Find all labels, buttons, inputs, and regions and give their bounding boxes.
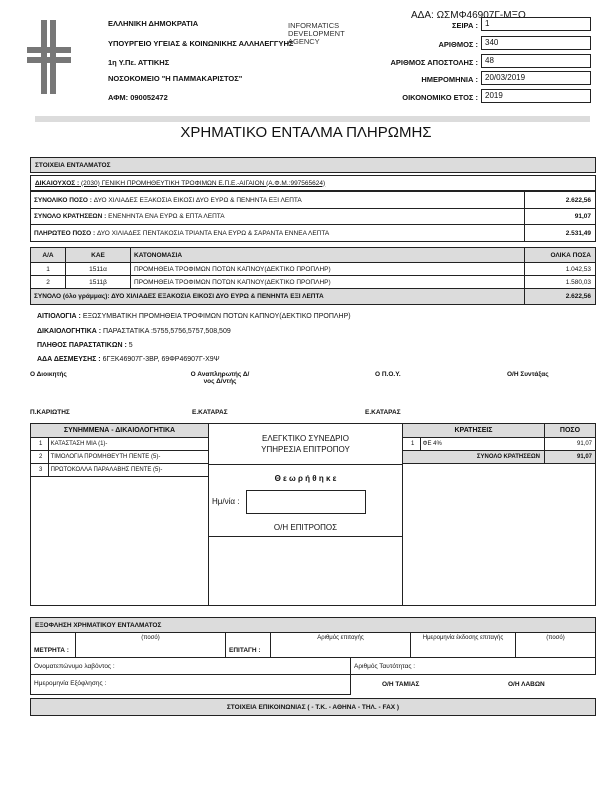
order-section-header: ΣΤΟΙΧΕΙΑ ΕΝΤΑΛΜΑΤΟΣ	[30, 157, 596, 173]
digital-signature-stamp: INFORMATICS DEVELOPMENT AGENCY	[288, 21, 345, 46]
total-row: ΣΥΝΟΛΙΚΟ ΠΟΣΟ : ΔΥΟ ΧΙΛΙΑΔΕΣ ΕΞΑΚΟΣΙΑ ΕΙ…	[30, 191, 596, 209]
divider	[35, 116, 590, 122]
fiscal-year-field: 2019	[481, 89, 591, 103]
attachment-item: 3 ΠΡΩΤΟΚΟΛΛΑ ΠΑΡΑΛΑΒΗΣ ΠΕΝΤΕ (5)-	[31, 464, 208, 477]
date-label: ΗΜΕΡΟΜΗΝΙΑ :	[421, 75, 478, 84]
dispatch-label: ΑΡΙΘΜΟΣ ΑΠΟΣΤΟΛΗΣ :	[390, 58, 478, 67]
table-row: 1 1511α ΠΡΟΜΗΘΕΙΑ ΤΡΟΦΙΜΩΝ ΠΟΤΩΝ ΚΑΠΝΟΥ(ΔΕ…	[30, 262, 596, 276]
cashier-signature: Ο/Η ΤΑΜΙΑΣ	[382, 681, 420, 688]
signer-2: Ε.ΚΑΤΑΡΑΣ	[192, 409, 228, 416]
audit-date-label: Ημ/νία :	[212, 497, 240, 506]
table-row: 2 1511β ΠΡΟΜΗΘΕΙΑ ΤΡΟΦΙΜΩΝ ΠΟΤΩΝ ΚΑΠΝΟΥ(ΔΕ…	[30, 275, 596, 289]
justification: ΑΙΤΙΟΛΟΓΙΑ : ΕΞΩΣΥΜΒΑΤΙΚΗ ΠΡΟΜΗΘΕΙΑ ΤΡΟΦ…	[37, 313, 351, 320]
receiver-signature: Ο/Η ΛΑΒΩΝ	[508, 681, 545, 688]
attachments-header: ΣΥΝΗΜΜΕΝΑ - ΔΙΚΑΙΟΛΟΓΗΤΙΚΑ	[31, 424, 208, 438]
attachment-item: 2 ΤΙΜΟΛΟΓΙΑ ΠΡΟΜΗΘΕΥΤΗ ΠΕΝΤΕ (5)-	[31, 451, 208, 464]
signer-1: Π.ΚΑΡΙΩΤΗΣ	[30, 409, 70, 416]
deductions-total-label: ΣΥΝΟΛΟ ΚΡΑΤΗΣΕΩΝ	[403, 451, 545, 464]
page-title: ΧΡΗΜΑΤΙΚΟ ΕΝΤΑΛΜΑ ΠΛΗΡΩΜΗΣ	[180, 124, 432, 141]
audit-officer: Ο/Η ΕΠΙΤΡΟΠΟΣ	[273, 523, 338, 532]
health-region: 1η Υ.Πε. ΑΤΤΙΚΗΣ	[108, 58, 170, 67]
tax-id: ΑΦΜ: 090052472	[108, 93, 168, 102]
contact-footer: ΣΤΟΙΧΕΙΑ ΕΠΙΚΟΙΝΩΝΙΑΣ ( - Τ.Κ. - ΑΘΗΝΑ -…	[30, 698, 596, 716]
beneficiary-row: ΔΙΚΑΙΟΥΧΟΣ : (2030) ΓΕΝΙΚΗ ΠΡΟΜΗΘΕΥΤΙΚΗ …	[30, 175, 596, 191]
signature-pou: Ο Π.Ο.Υ.	[375, 371, 401, 378]
number-label: ΑΡΙΘΜΟΣ :	[438, 40, 479, 49]
ada-code: ΑΔΑ: ΩΣΜΦ46907Γ-ΜΞΟ	[411, 10, 526, 21]
items-header: Α/Α ΚΑΕ ΚΑΤΟΝΟΜΑΣΙΑ ΟΛΙΚΑ ΠΟΣΑ	[30, 247, 596, 263]
documents-count: ΠΛΗΘΟΣ ΠΑΡΑΣΤΑΤΙΚΩΝ : 5	[37, 342, 133, 349]
signature-deputy: Ο Αναπληρωτής Δ/νος Δ/ντής	[190, 371, 250, 385]
attachments-audit-box	[30, 423, 596, 606]
deduction-amount: 91,07	[545, 438, 595, 451]
number-field: 340	[481, 36, 591, 50]
attachment-item: 1 ΚΑΤΑΣΤΑΣΗ ΜΙΑ (1)-	[31, 438, 208, 451]
dispatch-field: 48	[481, 54, 591, 68]
series-label: ΣΕΙΡΑ :	[451, 21, 478, 30]
signer-3: Ε.ΚΑΤΑΡΑΣ	[365, 409, 401, 416]
signature-author: Ο/Η Συντάξας	[507, 371, 549, 378]
series-field: 1	[481, 17, 591, 31]
payment-row: ΜΕΤΡΗΤΑ : (ποσό) ΕΠΙΤΑΓΗ : Αριθμός επιτα…	[30, 632, 596, 658]
deductions-row: ΣΥΝΟΛΟ ΚΡΑΤΗΣΕΩΝ : ΕΝΕΝΗΝΤΑ ΕΝΑ ΕΥΡΩ & Ε…	[30, 208, 596, 225]
receiver-row: Ονοματεπώνυμο λαβόντος : Αριθμός Ταυτότητ…	[30, 657, 596, 675]
documents: ΔΙΚΑΙΟΛΟΓΗΤΙΚΑ : ΠΑΡΑΣΤΑΤΙΚΑ :5755,5756,…	[37, 328, 231, 335]
hospital: ΝΟΣΟΚΟΜΕΙΟ "Η ΠΑΜΜΑΚΑΡΙΣΤΟΣ"	[108, 74, 243, 83]
audit-date-field[interactable]	[246, 490, 366, 514]
logo-cross-icon	[27, 20, 71, 94]
payment-header: ΕΞΟΦΛΗΣΗ ΧΡΗΜΑΤΙΚΟΥ ΕΝΤΑΛΜΑΤΟΣ	[30, 617, 596, 633]
deductions-header: ΚΡΑΤΗΣΕΙΣ	[403, 424, 545, 438]
fiscal-year-label: ΟΙΚΟΝΟΜΙΚΟ ΕΤΟΣ :	[402, 93, 478, 102]
deductions-amount-header: ΠΟΣΟ	[545, 424, 595, 438]
commitment-ada: ΑΔΑ ΔΕΣΜΕΥΣΗΣ : 6ΓΞΚ46907Γ-3ΒΡ, 69ΦΡ4690…	[37, 356, 220, 363]
ministry: ΥΠΟΥΡΓΕΙΟ ΥΓΕΙΑΣ & ΚΟΙΝΩΝΙΚΗΣ ΑΛΛΗΛΕΓΓΥΗ…	[108, 39, 294, 48]
items-total-row: ΣΥΝΟΛΟ (όλο γράμμας): ΔΥΟ ΧΙΛΙΑΔΕΣ ΕΞΑΚΟ…	[30, 288, 596, 305]
approved-label: Θ ε ω ρ ή θ η κ ε	[274, 474, 337, 483]
audit-title: ΕΛΕΓΚΤΙΚΟ ΣΥΝΕΔΡΙΟ ΥΠΗΡΕΣΙΑ ΕΠΙΤΡΟΠΟΥ	[261, 434, 350, 454]
deduction-item: 1 ΦΕ 4%	[403, 438, 545, 451]
country: ΕΛΛΗΝΙΚΗ ΔΗΜΟΚΡΑΤΙΑ	[108, 19, 199, 28]
deductions-total: 91,07	[545, 451, 595, 464]
signature-director: Ο Διοικητής	[30, 371, 67, 378]
payable-row: ΠΛΗΡΩΤΕΟ ΠΟΣΟ : ΔΥΟ ΧΙΛΙΑΔΕΣ ΠΕΝΤΑΚΟΣΙΑ …	[30, 224, 596, 242]
date-field: 20/03/2019	[481, 71, 591, 85]
payment-date: Ημερομηνία Εξόφλησης :	[30, 675, 351, 695]
